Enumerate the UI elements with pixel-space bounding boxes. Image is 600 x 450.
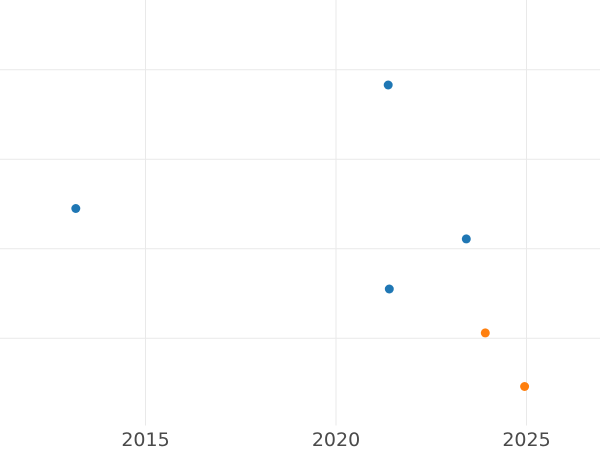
scatter-point-series-orange [480, 328, 490, 338]
gridlines [0, 0, 600, 426]
x-tick-label: 2015 [121, 429, 169, 450]
scatter-point-series-blue [71, 204, 81, 213]
x-tick-label: 2020 [312, 429, 360, 450]
x-axis-tick-labels: 2015 2020 2025 [121, 429, 550, 450]
scatter-point-series-blue [384, 284, 394, 294]
data-points [71, 80, 530, 391]
scatter-point-series-blue [383, 80, 393, 90]
scatter-point-series-orange [520, 382, 530, 391]
scatter-point-series-blue [461, 234, 471, 244]
x-tick-label: 2025 [502, 429, 550, 450]
